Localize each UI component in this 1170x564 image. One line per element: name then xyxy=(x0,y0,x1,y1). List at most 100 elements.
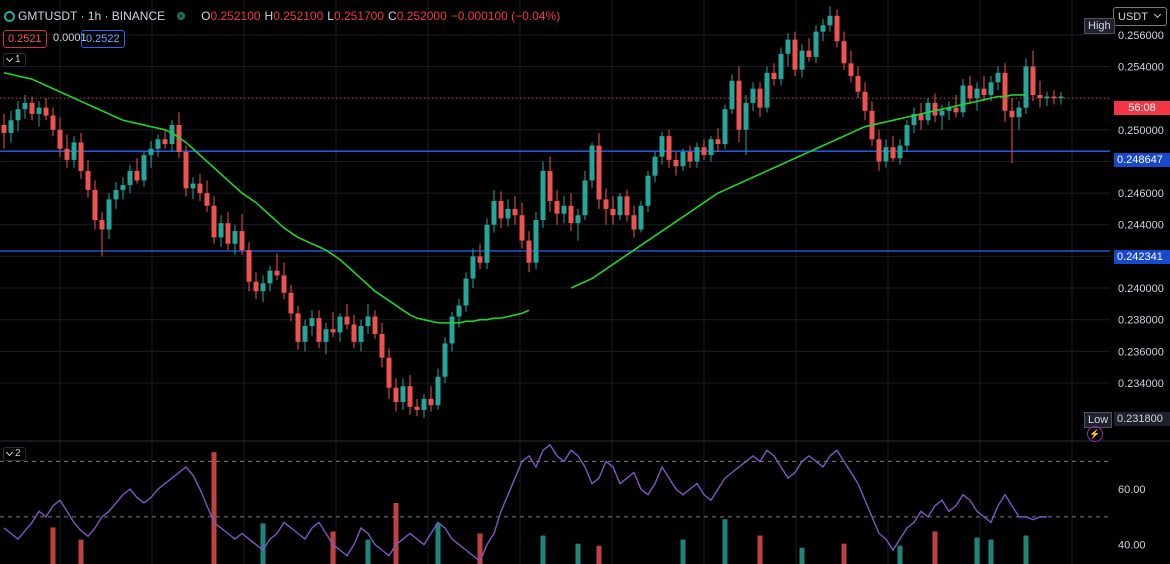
price-tick-label: 0.256000 xyxy=(1118,30,1164,42)
volume-bar xyxy=(897,545,903,564)
candle-body xyxy=(197,183,203,194)
candle-body xyxy=(988,82,994,95)
candle-body xyxy=(295,313,301,342)
candle-body xyxy=(764,72,770,108)
chevron-down-icon xyxy=(5,54,14,63)
upper-level-label[interactable]: 0.248647 xyxy=(1114,153,1170,167)
candle-body xyxy=(652,156,658,176)
close-value: 0.252000 xyxy=(396,9,447,23)
lightning-icon[interactable]: ⚡ xyxy=(1087,426,1103,442)
candle-body xyxy=(771,72,777,80)
candle-body xyxy=(274,270,280,276)
candle-body xyxy=(22,102,28,110)
candle-body xyxy=(582,180,588,216)
candle-body xyxy=(246,250,252,282)
price-axis[interactable]: 0.2560000.2540000.2500000.2480000.246000… xyxy=(1118,30,1164,390)
candle-body xyxy=(862,91,868,111)
candle-body xyxy=(281,275,287,293)
currency-select[interactable]: USDT xyxy=(1113,7,1167,26)
candle-body xyxy=(71,142,77,160)
candle-body xyxy=(617,196,623,216)
sell-price-button[interactable]: 0.2521 xyxy=(3,30,47,48)
candle-body xyxy=(442,343,448,377)
price-tick-label: 0.240000 xyxy=(1118,283,1164,295)
candle-body xyxy=(715,139,721,145)
candle-body xyxy=(8,120,14,133)
candle-body xyxy=(575,215,581,224)
lower-level-label[interactable]: 0.242341 xyxy=(1114,250,1170,264)
market-status-icon[interactable] xyxy=(177,12,186,20)
candle-body xyxy=(372,316,378,334)
volume-bar xyxy=(974,537,980,564)
candle-body xyxy=(855,75,861,92)
volume-bar xyxy=(988,539,994,564)
candle-body xyxy=(337,316,343,333)
candle-body xyxy=(407,386,413,407)
candle-body xyxy=(50,115,56,130)
open-value: 0.252100 xyxy=(210,9,261,23)
candle-body xyxy=(134,170,140,181)
candle-body xyxy=(484,224,490,263)
candle-body xyxy=(946,107,952,111)
candle-body xyxy=(99,220,105,230)
low-label: L xyxy=(327,9,334,23)
price-tick-label: 0.246000 xyxy=(1118,188,1164,200)
buy-price-button[interactable]: 0.2522 xyxy=(81,30,125,48)
volume-bar xyxy=(260,523,266,564)
volume-bar xyxy=(50,527,56,564)
chevron-down-icon xyxy=(5,448,14,457)
candle-body xyxy=(309,318,315,327)
candle-body xyxy=(533,220,539,263)
candle-body xyxy=(302,326,308,342)
spread-value: 0.0001 xyxy=(53,32,87,44)
candle-body xyxy=(981,88,987,95)
candle-body xyxy=(498,201,504,219)
candle-body xyxy=(953,107,959,113)
candle-body xyxy=(897,145,903,159)
candle-body xyxy=(1023,66,1029,108)
candle-body xyxy=(911,113,917,126)
candle-body xyxy=(92,189,98,220)
candle-body xyxy=(708,139,714,156)
candle-body xyxy=(568,205,574,224)
main-pane-collapse-button[interactable]: 1 xyxy=(3,53,26,67)
oscillator-axis: 60.00 40.00 xyxy=(1118,484,1146,551)
indicator-pane-collapse-button[interactable]: 2 xyxy=(3,447,26,461)
candle-body xyxy=(666,136,672,160)
candle-body xyxy=(15,109,21,121)
oscillator-tick-label: 60.00 xyxy=(1118,484,1146,496)
candle-body xyxy=(1044,96,1050,99)
candle-body xyxy=(883,147,889,162)
candle-body xyxy=(449,316,455,344)
candle-body xyxy=(841,41,847,64)
high-label: H xyxy=(264,9,274,23)
candle-body xyxy=(792,39,798,70)
indicator-pane-count: 2 xyxy=(15,448,21,459)
candle-body xyxy=(260,283,266,292)
candle-body xyxy=(183,151,189,189)
candle-body xyxy=(330,329,336,333)
symbol-title[interactable]: GMTUSDT · 1h · BINANCE xyxy=(18,9,166,23)
volume-bar xyxy=(365,539,371,564)
chevron-down-icon xyxy=(1153,10,1162,19)
logo-icon[interactable] xyxy=(4,10,15,22)
candle-body xyxy=(512,208,518,216)
candle-body xyxy=(211,205,217,238)
horizontal-levels[interactable] xyxy=(0,150,1110,252)
candle-body xyxy=(148,148,154,156)
candle-body xyxy=(694,147,700,162)
candlestick-series xyxy=(1,6,1064,418)
volume-bar xyxy=(722,519,728,564)
candle-body xyxy=(960,85,966,113)
candle-body xyxy=(428,398,434,406)
price-tick-label: 0.238000 xyxy=(1118,315,1164,327)
candle-body xyxy=(470,256,476,279)
volume-bar xyxy=(680,539,686,564)
candle-body xyxy=(505,208,511,219)
volume-bar xyxy=(211,452,217,564)
candle-body xyxy=(778,53,784,80)
bar-countdown-label: 56:08 xyxy=(1114,101,1170,115)
candle-body xyxy=(414,406,420,410)
candle-body xyxy=(1051,96,1057,99)
